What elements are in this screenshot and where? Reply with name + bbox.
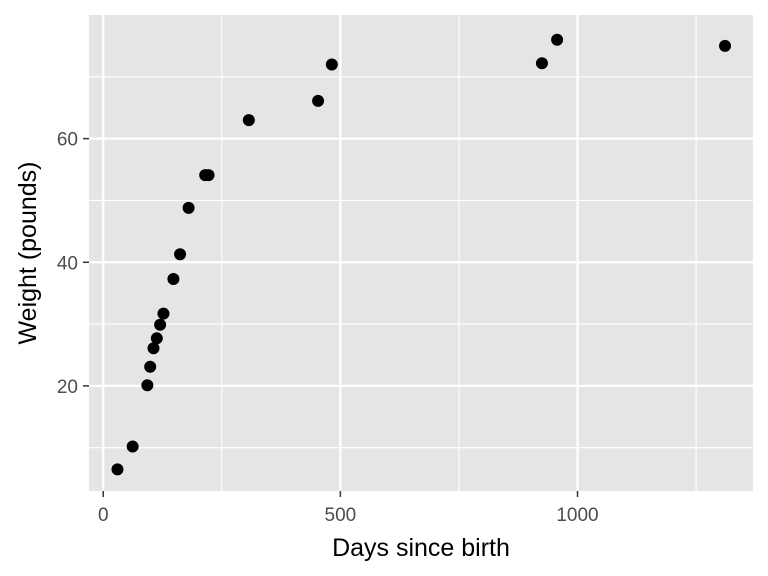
data-point (154, 318, 167, 331)
data-point (126, 440, 139, 453)
data-point (174, 248, 187, 261)
data-point (150, 332, 163, 345)
data-point (141, 379, 154, 392)
data-point (325, 58, 338, 71)
minor-gridlines (89, 15, 753, 491)
data-point (157, 307, 170, 320)
data-point (167, 272, 180, 285)
x-tick-label: 1000 (556, 505, 598, 526)
y-tick-label: 60 (57, 130, 78, 151)
x-tick-label: 0 (98, 505, 109, 526)
data-point (144, 360, 157, 373)
y-axis-ticks: 20 40 60 (57, 130, 89, 398)
major-gridlines (89, 15, 753, 491)
data-point (551, 33, 564, 46)
data-point (719, 39, 732, 52)
data-point (147, 342, 160, 355)
y-tick-label: 40 (57, 253, 78, 274)
x-tick-label: 500 (325, 505, 357, 526)
data-point (535, 57, 548, 70)
y-tick-label: 20 (57, 377, 78, 398)
data-point (202, 169, 215, 182)
data-point (182, 201, 195, 214)
x-axis-ticks: 0 500 1000 (98, 491, 599, 526)
y-axis-title: Weight (pounds) (14, 162, 42, 345)
plot-panel (89, 15, 753, 491)
data-point (111, 463, 124, 476)
data-point (242, 114, 255, 127)
x-axis-title: Days since birth (332, 534, 510, 562)
data-points (111, 33, 732, 476)
data-point (312, 94, 325, 107)
